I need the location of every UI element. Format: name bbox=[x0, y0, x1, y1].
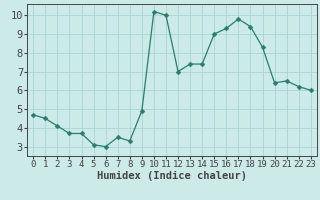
X-axis label: Humidex (Indice chaleur): Humidex (Indice chaleur) bbox=[97, 171, 247, 181]
